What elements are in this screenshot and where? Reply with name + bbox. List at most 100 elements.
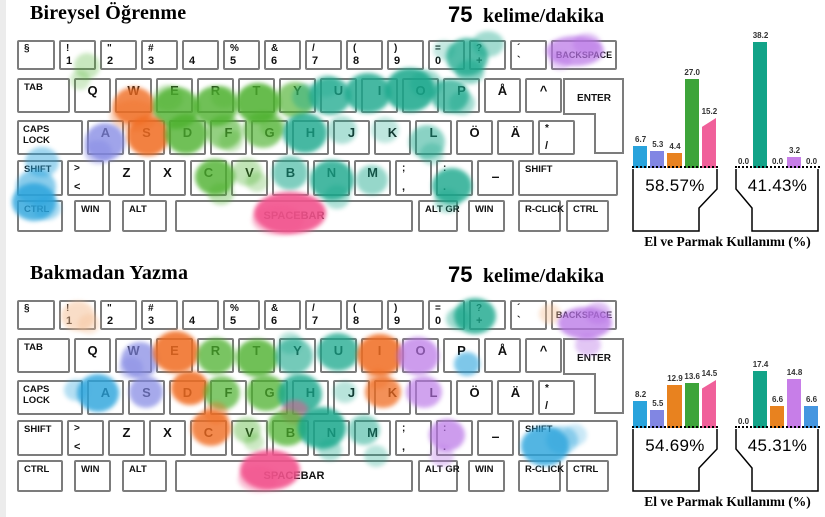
key-label: SPACEBAR	[263, 210, 325, 222]
right-hand-percent: 45.31%	[747, 436, 808, 455]
key-2: " 2	[100, 40, 137, 70]
key-label: U	[333, 83, 344, 98]
key-p: P	[443, 78, 480, 113]
key-label: ^	[539, 83, 548, 98]
key-h: H	[292, 380, 329, 415]
bar-value-label: 6.6	[805, 395, 818, 404]
key-label: R-CLICK	[525, 464, 565, 475]
key-b: B	[272, 420, 309, 456]
key-s: S	[128, 120, 165, 155]
key-: Å	[484, 78, 521, 113]
key-6: & 6	[264, 300, 301, 330]
key-v: V	[231, 160, 268, 196]
key-main-label: ,	[402, 181, 406, 193]
keyboard-row: TAB Q W E R T Y U I O P Å ^	[17, 78, 566, 113]
key-main-label: `	[517, 315, 521, 327]
finger-usage-bar	[753, 42, 767, 168]
key-shift-label: !	[66, 303, 70, 314]
key-label: WIN	[475, 204, 494, 215]
key-l: L	[415, 120, 452, 155]
bar-value-label: 5.3	[652, 140, 664, 149]
key-main-label: .	[443, 441, 447, 453]
key-tab: TAB	[17, 78, 70, 113]
key-label: WIN	[475, 464, 494, 475]
key-label: A	[100, 385, 111, 400]
key-main-label: `	[517, 55, 521, 67]
key-label: I	[377, 343, 382, 358]
key-u: U	[320, 338, 357, 373]
key-enter: ENTER	[563, 78, 624, 154]
key-win: WIN	[74, 200, 111, 232]
chart-baseline	[632, 166, 718, 168]
key-label: CTRL	[573, 464, 599, 475]
bar-value-label: 4.4	[669, 142, 681, 151]
bar-value-label: 38.2	[752, 31, 769, 40]
speed-unit: kelime/dakika	[482, 265, 605, 287]
key-main-label: 5	[230, 315, 237, 327]
key-i: I	[361, 338, 398, 373]
key-label: J	[347, 385, 356, 400]
key-enter: ENTER	[563, 338, 624, 414]
section-bakmadan-yazma: Bakmadan Yazma 75 kelime/dakika §! 1 " 2 #3 4…	[0, 260, 825, 517]
key-9: ) 9	[387, 40, 424, 70]
svg-text:ENTER: ENTER	[577, 93, 612, 104]
bar-value-label: 13.6	[684, 372, 700, 381]
keyboard-row: CAPS LOCK A S D F G H J K L Ö Ä * /	[17, 120, 579, 155]
key-main-label: 9	[394, 55, 401, 67]
bar-value-label: 0.0	[805, 157, 818, 166]
key-label: K	[387, 385, 398, 400]
key-: ;,	[395, 160, 432, 196]
key-3: #3	[141, 300, 178, 330]
key-label: Z	[122, 425, 131, 440]
finger-usage-bar	[804, 406, 818, 428]
key-2: " 2	[100, 300, 137, 330]
key-a: A	[87, 380, 124, 415]
bar-value-label: 14.8	[786, 368, 803, 377]
bar-value-label: 8.2	[635, 390, 647, 399]
key-label: M	[367, 165, 378, 180]
key-label: T	[252, 83, 261, 98]
key-label: O	[415, 83, 426, 98]
finger-usage-bar	[650, 151, 665, 168]
key-main-label: 2	[107, 315, 114, 327]
key-label: W	[127, 343, 140, 358]
key-shift-label: =	[435, 43, 441, 54]
key-main-label: /	[545, 400, 549, 412]
key-shift-label: )	[394, 43, 398, 54]
key-d: D	[169, 380, 206, 415]
key-shift-label: "	[107, 43, 112, 54]
keyboard-heatmap: §! 1 " 2 #3 4% 5 & 6/7(8) 9 = 0? + ´ ` BACKSPACE TAB Q W E R…	[10, 31, 628, 236]
key-label: Ä	[510, 385, 521, 400]
key-1: ! 1	[59, 300, 96, 330]
key-: §	[17, 40, 55, 70]
key-: Ä	[497, 120, 534, 155]
key-t: T	[238, 78, 275, 113]
key-label: ALT	[129, 464, 147, 475]
key-w: W	[115, 78, 152, 113]
key-label: ^	[539, 343, 548, 358]
key-1: ! 1	[59, 40, 96, 70]
key-j: J	[333, 380, 370, 415]
key-shift-label: =	[435, 303, 441, 314]
key-label: SHIFT	[525, 164, 553, 175]
typing-speed: 75 kelime/dakika	[448, 2, 604, 28]
key-label: V	[245, 165, 254, 180]
bar-value-label: 14.5	[701, 369, 718, 378]
key-e: E	[156, 78, 193, 113]
key-ctrl: CTRL	[566, 200, 609, 232]
key-k: K	[374, 380, 411, 415]
key-main-label: 3	[148, 55, 155, 67]
key-9: ) 9	[387, 300, 424, 330]
key-altgr: ALT GR	[418, 460, 460, 492]
key-0: = 0	[428, 300, 465, 330]
key-label: S	[142, 125, 151, 140]
key-r: R	[197, 78, 234, 113]
key-shift-label: :	[443, 163, 447, 174]
key-: ^	[525, 78, 562, 113]
svg-text:ENTER: ENTER	[577, 353, 612, 364]
key-main-label: .	[443, 181, 447, 193]
key-label: F	[224, 125, 233, 140]
key-j: J	[333, 120, 370, 155]
key-capslock: CAPS LOCK	[17, 380, 83, 415]
keyboard-row: CTRL WIN ALT SPACEBAR ALT GR WIN R-CLICK CTRL	[17, 460, 613, 492]
